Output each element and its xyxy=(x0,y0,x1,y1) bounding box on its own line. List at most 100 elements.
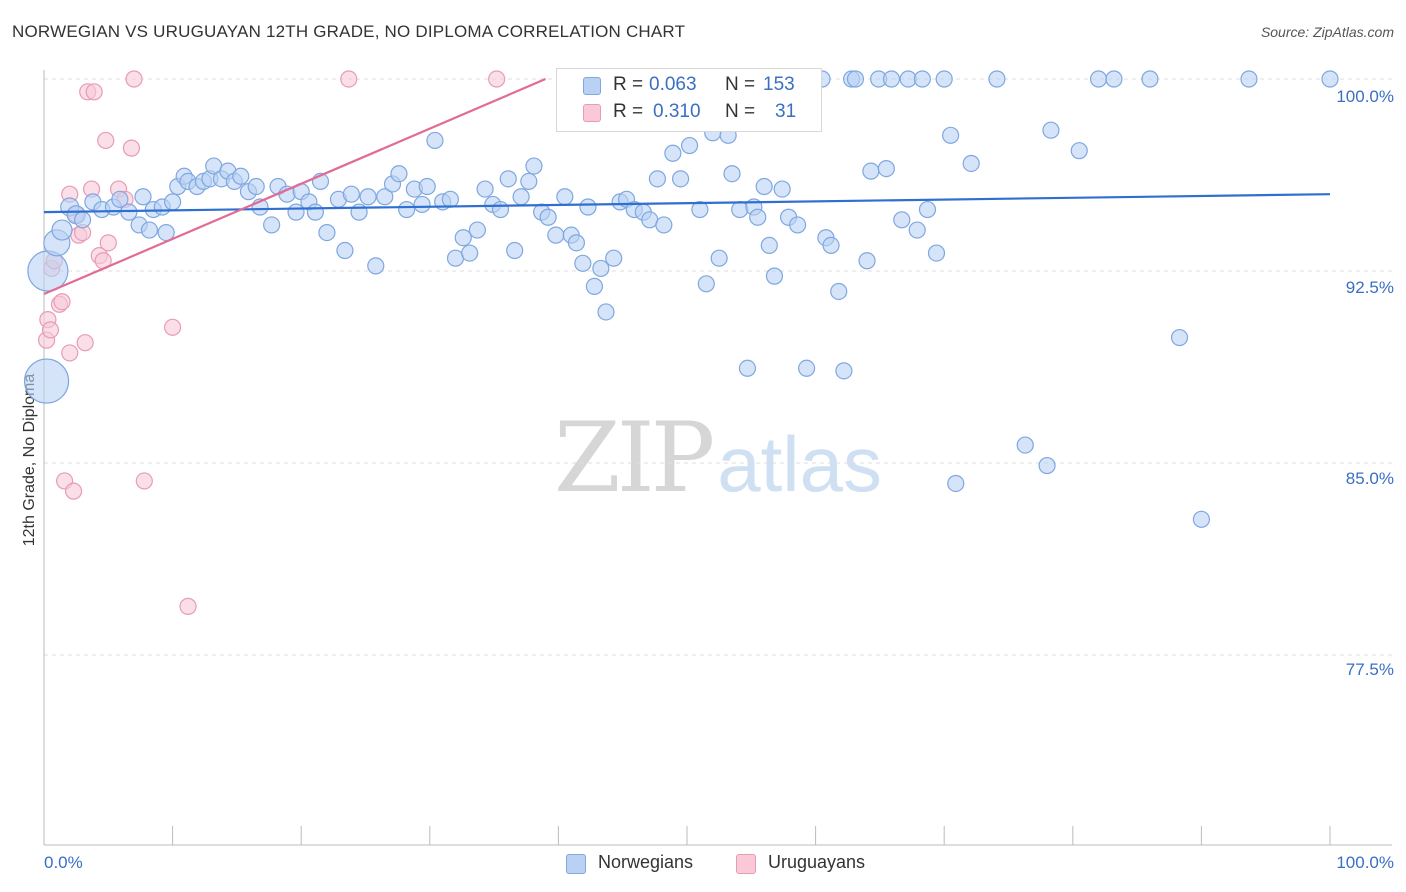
norwegian-point xyxy=(605,249,623,267)
norwegian-point xyxy=(913,70,931,88)
norwegian-point xyxy=(499,170,517,188)
n-value: 153 xyxy=(763,74,795,95)
norwegian-point xyxy=(1141,70,1159,88)
y-tick-label: 85.0% xyxy=(1345,469,1394,488)
legend-swatch-blue xyxy=(583,77,601,95)
r-label: R = xyxy=(613,101,644,122)
watermark: ZIPatlas xyxy=(554,402,882,514)
norwegian-point xyxy=(765,267,784,285)
norwegian-point xyxy=(520,172,538,190)
n-value: 31 xyxy=(775,101,797,122)
uruguayan-point xyxy=(135,472,153,490)
norwegian-point xyxy=(918,200,937,219)
norwegian-point xyxy=(1038,456,1056,475)
norwegian-point xyxy=(822,236,840,254)
legend-label-norwegians: Norwegians xyxy=(598,852,694,872)
norwegian-point xyxy=(506,241,524,260)
norwegian-point xyxy=(247,177,265,196)
uruguayan-point xyxy=(97,131,115,150)
uruguayan-point xyxy=(53,293,71,311)
uruguayan-point xyxy=(164,318,182,336)
norwegian-point xyxy=(164,193,182,211)
norwegian-point xyxy=(306,203,324,221)
norwegian-point xyxy=(755,177,773,196)
norwegian-point xyxy=(512,188,530,206)
norwegian-point xyxy=(723,165,741,183)
norwegian-point xyxy=(988,70,1006,88)
norwegian-point xyxy=(947,474,965,493)
norwegian-point xyxy=(367,257,385,275)
norwegian-point xyxy=(454,229,472,247)
norwegian-point xyxy=(835,362,853,380)
norwegian-point xyxy=(788,216,807,234)
n-label: N = xyxy=(725,74,756,95)
norwegian-point xyxy=(749,208,767,226)
norwegian-point xyxy=(962,154,980,173)
r-label: R = xyxy=(613,74,644,95)
norwegian-point xyxy=(359,188,377,206)
norwegian-point xyxy=(1170,328,1189,347)
uruguayan-point xyxy=(41,321,60,339)
norwegian-point xyxy=(376,188,394,206)
norwegian-point xyxy=(597,303,615,321)
norwegian-point xyxy=(877,160,895,178)
norwegian-point xyxy=(574,254,592,272)
norwegian-point xyxy=(648,170,667,188)
norwegian-point xyxy=(413,195,431,214)
norwegian-point xyxy=(1240,70,1258,88)
norwegian-point xyxy=(664,144,682,162)
uruguayan-point xyxy=(488,70,506,88)
norwegian-point xyxy=(579,198,597,216)
norwegian-point xyxy=(893,211,911,229)
norwegian-point xyxy=(398,200,416,219)
uruguayan-point xyxy=(122,139,141,157)
x-tick-max: 100.0% xyxy=(1336,853,1394,872)
norwegian-point xyxy=(73,211,92,229)
legend-swatch-pink xyxy=(736,854,756,874)
norwegian-point xyxy=(390,165,408,183)
norwegian-point xyxy=(585,277,604,295)
norwegian-point xyxy=(336,241,354,260)
n-label: N = xyxy=(725,101,756,122)
x-tick-min: 0.0% xyxy=(44,853,83,872)
norwegian-point xyxy=(1089,70,1108,88)
norwegian-point xyxy=(927,244,946,262)
norwegian-point xyxy=(1042,121,1060,139)
legend-label-uruguayans: Uruguayans xyxy=(768,852,866,872)
norwegian-point xyxy=(908,221,926,239)
watermark-atlas: atlas xyxy=(717,420,882,508)
norwegian-point xyxy=(461,244,479,262)
norwegian-trend-line xyxy=(43,193,1331,214)
norwegian-point xyxy=(51,219,73,241)
legend-swatch-blue xyxy=(566,854,586,874)
y-tick-label: 77.5% xyxy=(1345,660,1394,679)
norwegian-point xyxy=(773,180,791,198)
norwegian-point xyxy=(111,190,129,208)
norwegian-point xyxy=(441,190,459,208)
norwegian-point xyxy=(680,136,699,155)
norwegian-point xyxy=(592,259,610,278)
norwegian-point xyxy=(426,131,444,150)
uruguayan-point xyxy=(179,597,197,615)
norwegian-point xyxy=(491,200,510,219)
y-tick-label: 92.5% xyxy=(1345,278,1394,297)
norwegian-point xyxy=(134,188,152,206)
norwegian-point xyxy=(468,221,486,239)
uruguayan-point xyxy=(85,83,103,101)
uruguayan-point xyxy=(99,234,117,252)
norwegian-point xyxy=(858,252,876,270)
norwegian-point xyxy=(232,167,250,185)
norwegian-point xyxy=(738,359,757,377)
norwegian-point xyxy=(140,221,159,239)
norwegian-point xyxy=(882,70,901,88)
norwegian-point xyxy=(731,200,749,219)
norwegian-point xyxy=(342,185,360,203)
norwegian-point xyxy=(556,188,574,206)
stats-legend: R = 0.063 N = 153 R = 0.310 N = 31 xyxy=(556,68,822,132)
norwegian-point xyxy=(567,234,586,252)
norwegian-point xyxy=(862,162,880,180)
norwegian-point xyxy=(935,70,953,88)
norwegian-point xyxy=(691,200,709,219)
norwegian-point xyxy=(418,177,436,196)
norwegian-point xyxy=(27,250,69,292)
